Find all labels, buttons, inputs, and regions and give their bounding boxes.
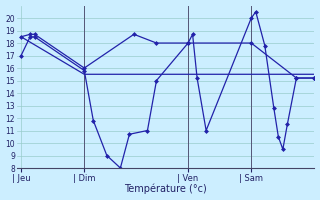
X-axis label: Température (°c): Température (°c) xyxy=(124,184,207,194)
